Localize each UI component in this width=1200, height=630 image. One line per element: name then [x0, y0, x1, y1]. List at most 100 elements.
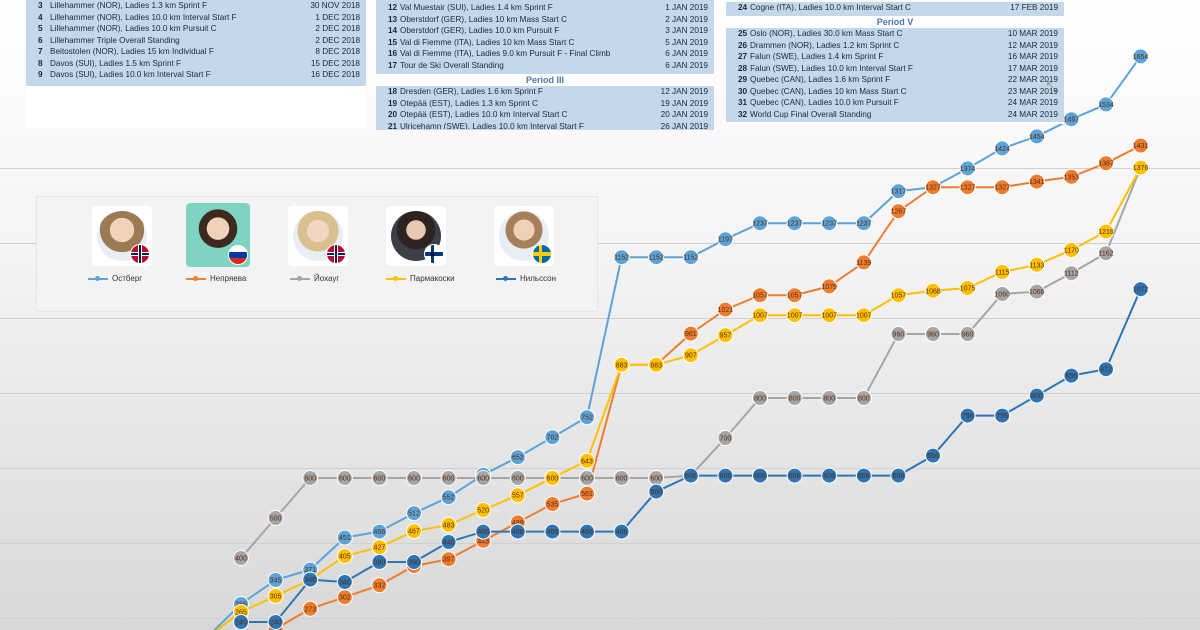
- data-point[interactable]: 1327: [959, 179, 976, 196]
- data-point[interactable]: 451: [336, 529, 353, 546]
- data-point[interactable]: 240: [267, 614, 284, 630]
- data-point[interactable]: 606: [821, 467, 838, 484]
- data-point[interactable]: 752: [579, 409, 595, 426]
- data-point[interactable]: 345: [267, 572, 284, 588]
- data-point[interactable]: 606: [890, 467, 907, 484]
- data-point[interactable]: 340: [336, 574, 353, 590]
- data-point[interactable]: 1007: [752, 307, 768, 324]
- data-point[interactable]: 600: [579, 470, 595, 486]
- data-point[interactable]: 700: [717, 430, 734, 446]
- data-point[interactable]: 600: [336, 470, 353, 486]
- data-point[interactable]: 1376: [1132, 159, 1149, 176]
- collapse-icon[interactable]: ⤡: [1046, 79, 1058, 94]
- data-point[interactable]: 1021: [717, 301, 734, 318]
- data-point[interactable]: 397: [440, 551, 457, 568]
- data-point[interactable]: 1007: [855, 307, 872, 324]
- data-point[interactable]: 1387: [1098, 155, 1114, 172]
- data-point[interactable]: 346: [302, 571, 319, 588]
- data-point[interactable]: 1237: [786, 215, 803, 232]
- data-point[interactable]: 1066: [1028, 283, 1045, 300]
- data-point[interactable]: 600: [613, 470, 630, 486]
- data-point[interactable]: 305: [267, 588, 284, 604]
- data-point[interactable]: 806: [1028, 387, 1045, 404]
- data-point[interactable]: 856: [1063, 367, 1080, 384]
- data-point[interactable]: 957: [717, 327, 734, 344]
- data-point[interactable]: 1197: [717, 231, 734, 248]
- data-point[interactable]: 566: [648, 483, 665, 500]
- data-point[interactable]: 606: [752, 467, 768, 484]
- data-point[interactable]: 702: [544, 429, 561, 446]
- data-point[interactable]: 273: [302, 600, 319, 617]
- data-point[interactable]: 1007: [786, 307, 803, 324]
- data-point[interactable]: 652: [509, 449, 526, 466]
- data-point[interactable]: 960: [925, 326, 941, 342]
- data-point[interactable]: 1072: [1132, 281, 1149, 298]
- data-point[interactable]: 960: [890, 326, 907, 342]
- data-point[interactable]: 1267: [890, 203, 907, 220]
- data-point[interactable]: 240: [233, 614, 249, 630]
- data-point[interactable]: 1454: [1028, 128, 1045, 145]
- data-point[interactable]: 1216: [1098, 223, 1114, 240]
- data-point[interactable]: 561: [579, 485, 595, 502]
- data-point[interactable]: 1327: [925, 179, 941, 196]
- data-point[interactable]: 466: [613, 523, 630, 540]
- data-point[interactable]: 961: [682, 325, 699, 342]
- data-point[interactable]: 1317: [890, 183, 907, 200]
- data-point[interactable]: 872: [1098, 361, 1114, 378]
- data-point[interactable]: 756: [994, 407, 1011, 424]
- data-point[interactable]: 800: [855, 390, 872, 406]
- data-point[interactable]: 427: [371, 539, 388, 556]
- data-point[interactable]: 1431: [1132, 137, 1149, 154]
- data-point[interactable]: 390: [371, 554, 388, 570]
- data-point[interactable]: 500: [267, 510, 284, 526]
- data-point[interactable]: 440: [440, 534, 457, 550]
- data-point[interactable]: 606: [717, 467, 734, 484]
- data-point[interactable]: 466: [509, 523, 526, 540]
- data-point[interactable]: 1139: [855, 254, 872, 271]
- data-point[interactable]: 1075: [959, 280, 976, 296]
- data-point[interactable]: 512: [406, 505, 422, 522]
- data-point[interactable]: 1497: [1063, 111, 1080, 128]
- data-point[interactable]: 606: [682, 467, 699, 484]
- data-point[interactable]: 1237: [752, 215, 768, 232]
- data-point[interactable]: 332: [371, 577, 388, 594]
- data-point[interactable]: 1115: [994, 264, 1011, 280]
- data-point[interactable]: 1057: [786, 287, 803, 304]
- data-point[interactable]: 557: [509, 487, 526, 504]
- data-point[interactable]: 1341: [1028, 173, 1045, 190]
- data-point[interactable]: 1112: [1063, 265, 1080, 282]
- data-point[interactable]: 600: [440, 470, 457, 486]
- data-point[interactable]: 400: [233, 550, 249, 566]
- data-point[interactable]: 1079: [821, 278, 838, 295]
- data-point[interactable]: 1654: [1132, 48, 1149, 65]
- data-point[interactable]: 466: [544, 523, 561, 540]
- data-point[interactable]: 466: [579, 523, 595, 540]
- data-point[interactable]: 756: [959, 407, 976, 424]
- data-point[interactable]: 960: [959, 326, 976, 342]
- data-point[interactable]: 1424: [994, 140, 1011, 157]
- data-point[interactable]: 800: [821, 390, 838, 406]
- data-point[interactable]: 800: [786, 390, 803, 406]
- data-point[interactable]: 1007: [821, 307, 838, 324]
- data-point[interactable]: 466: [371, 523, 388, 540]
- data-point[interactable]: 1170: [1063, 242, 1080, 258]
- data-point[interactable]: 656: [925, 447, 941, 464]
- data-point[interactable]: 1068: [925, 282, 941, 299]
- data-point[interactable]: 1152: [613, 249, 630, 266]
- data-point[interactable]: 467: [406, 523, 422, 540]
- data-point[interactable]: 405: [336, 548, 353, 564]
- data-point[interactable]: 1057: [890, 287, 907, 304]
- data-point[interactable]: 883: [648, 356, 665, 373]
- data-point[interactable]: 1133: [1028, 256, 1045, 273]
- data-point[interactable]: 606: [786, 467, 803, 484]
- data-point[interactable]: 483: [440, 516, 457, 533]
- data-point[interactable]: 643: [579, 452, 595, 469]
- data-point[interactable]: 600: [475, 470, 492, 486]
- data-point[interactable]: 1353: [1063, 168, 1080, 185]
- data-point[interactable]: 1152: [648, 249, 665, 266]
- data-point[interactable]: 600: [509, 470, 526, 486]
- data-point[interactable]: 390: [406, 554, 422, 570]
- data-point[interactable]: 907: [682, 347, 699, 364]
- data-point[interactable]: 1057: [752, 287, 768, 304]
- data-point[interactable]: 1152: [682, 249, 699, 266]
